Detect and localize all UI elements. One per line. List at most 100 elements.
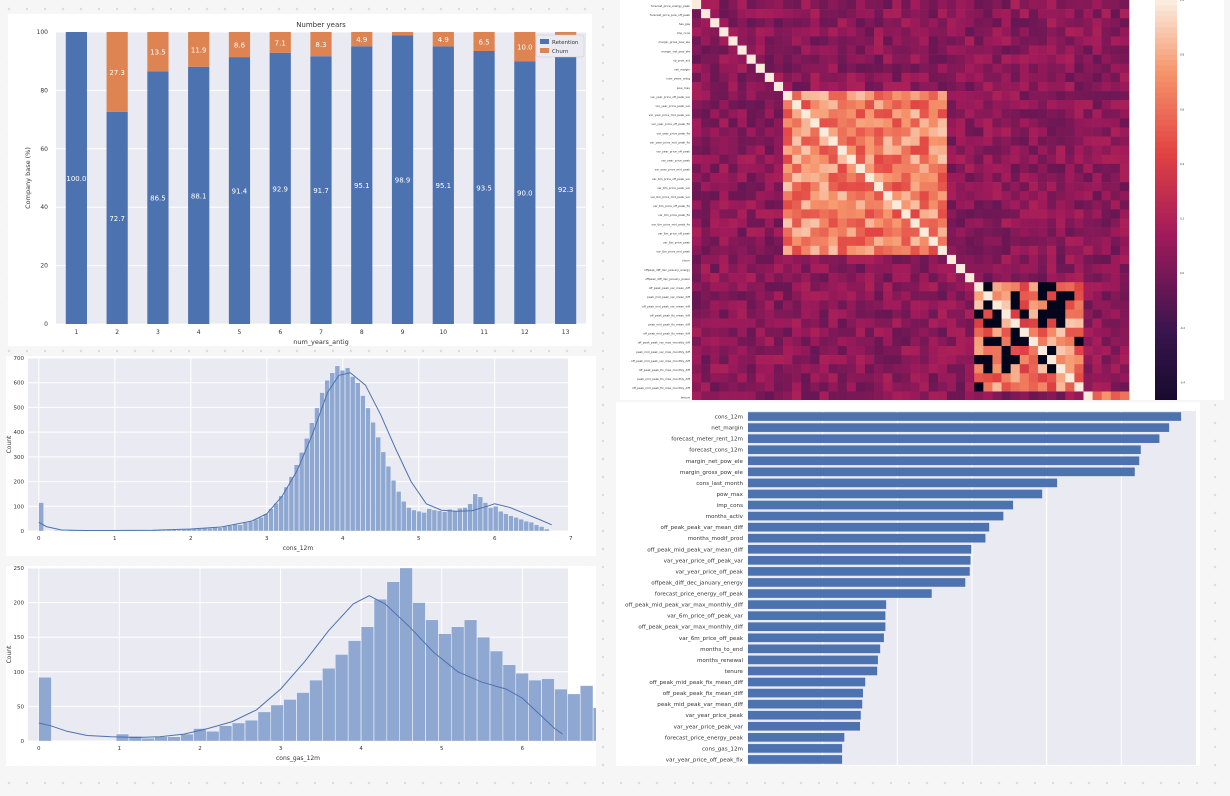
heatmap-cell (773, 291, 784, 301)
heatmap-cell (892, 355, 902, 365)
heatmap-cell (1065, 291, 1075, 301)
heatmap-cell (1037, 345, 1048, 356)
heatmap-cell (837, 373, 848, 383)
colorbar-segment (1155, 387, 1177, 394)
heatmap-cell (919, 191, 930, 201)
heatmap-cell (937, 345, 948, 356)
heatmap-cell (892, 18, 902, 28)
histogram-bar (180, 733, 194, 742)
heatmap-cell (828, 163, 838, 174)
histogram-bar (360, 395, 366, 532)
heatmap-cell (919, 318, 930, 329)
heatmap-cell (983, 336, 993, 347)
heatmap-cell (1010, 273, 1021, 283)
heatmap-cell (846, 391, 857, 400)
heatmap-cell (892, 245, 902, 256)
heatmap-cell (1047, 100, 1057, 110)
heatmap-cell (728, 81, 738, 92)
heatmap-cell (728, 282, 738, 292)
histogram-bar (436, 510, 443, 532)
y-tick-label: 40 (40, 204, 48, 211)
heatmap-cell (1019, 81, 1030, 92)
heatmap-cell (701, 218, 711, 228)
heatmap-cell (919, 100, 930, 110)
heatmap-cell (819, 264, 829, 274)
y-tick-label: 150 (14, 635, 25, 641)
heatmap-cell (974, 27, 984, 37)
legend-label-retention: Retention (552, 40, 579, 46)
heatmap-cell (992, 300, 1002, 310)
heatmap-cell (956, 81, 966, 92)
heatmap-cell (819, 336, 829, 347)
heatmap-cell (1065, 236, 1075, 247)
heatmap-cell (810, 300, 820, 310)
heatmap-row-label: var_year_price_peak_fix (656, 131, 690, 135)
heatmap-cell (883, 327, 893, 338)
x-tick-label: 10 (439, 329, 447, 336)
heatmap-cell (864, 154, 875, 165)
heatmap-cell (974, 227, 984, 238)
heatmap-cell (1010, 118, 1021, 128)
heatmap-cell (1019, 63, 1030, 74)
feature-label: pow_max (716, 492, 743, 498)
heatmap-cell (719, 318, 729, 329)
heatmap-cell (1092, 245, 1102, 256)
heatmap-cell (910, 145, 920, 156)
heatmap-cell (983, 118, 993, 128)
heatmap-cell (910, 236, 920, 247)
heatmap-cell (746, 54, 757, 65)
bar-retention (310, 56, 332, 325)
heatmap-cell (946, 100, 957, 110)
heatmap-cell (1119, 245, 1130, 256)
heatmap-cell (773, 45, 784, 55)
heatmap-cell (992, 36, 1002, 46)
heatmap-cell (810, 163, 820, 174)
heatmap-cell (719, 45, 729, 55)
heatmap-cell (1074, 282, 1084, 292)
heatmap-cell (1074, 300, 1084, 310)
heatmap-cell (837, 0, 848, 10)
heatmap-cell (846, 254, 857, 265)
heatmap-cell (773, 382, 784, 392)
heatmap-cell (810, 127, 820, 137)
heatmap-cell (1019, 191, 1030, 201)
heatmap-cell (1110, 373, 1121, 383)
feature-label: cons_gas_12m (702, 746, 743, 752)
heatmap-cell (901, 91, 911, 101)
heatmap-cell (1010, 318, 1021, 329)
heatmap-cell (983, 136, 993, 146)
heatmap-cell (883, 109, 893, 119)
heatmap-cell (764, 63, 775, 74)
heatmap-cell (946, 91, 957, 101)
heatmap-cell (901, 109, 911, 119)
heatmap-cell (855, 54, 866, 65)
heatmap-cell (1037, 318, 1048, 329)
heatmap-cell (992, 182, 1002, 192)
heatmap-cell (974, 373, 984, 383)
heatmap-cell (1083, 364, 1093, 374)
histogram-bar (283, 699, 297, 742)
heatmap-cell (819, 81, 829, 92)
heatmap-cell (819, 309, 829, 319)
heatmap-cell (1119, 345, 1130, 356)
retention-data-label: 92.3 (558, 186, 574, 194)
heatmap-cell (764, 127, 775, 137)
heatmap-cell (946, 218, 957, 228)
heatmap-cell (1092, 100, 1102, 110)
heatmap-cell (910, 136, 920, 146)
heatmap-cell (837, 236, 848, 247)
colorbar-segment (1155, 169, 1177, 176)
heatmap-cell (855, 27, 866, 37)
heatmap-cell (728, 36, 738, 46)
heatmap-cell (937, 282, 948, 292)
heatmap-cell (937, 136, 948, 146)
retention-data-label: 100.0 (66, 175, 86, 183)
heatmap-row-label: var_6m_price_mid_peak (656, 250, 690, 254)
histogram-bar (154, 736, 168, 742)
heatmap-cell (928, 182, 939, 192)
heatmap-cell (1056, 273, 1066, 283)
heatmap-cell (919, 264, 930, 274)
histogram-bar (237, 524, 243, 532)
heatmap-cell (1010, 0, 1021, 10)
